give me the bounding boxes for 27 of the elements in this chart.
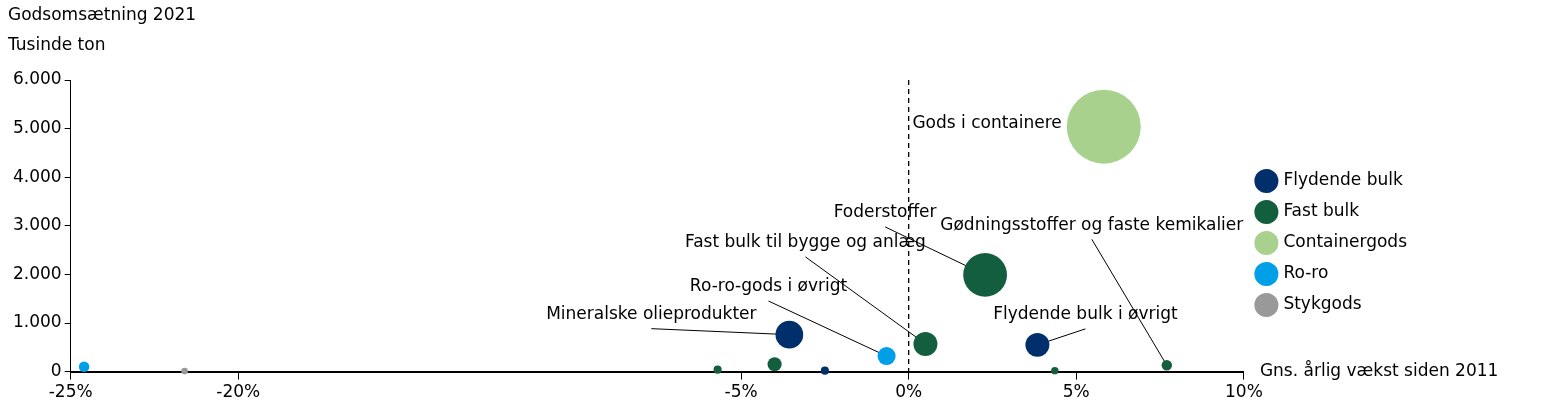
y-tick-label: 5.000 bbox=[13, 117, 62, 138]
x-tick-label: -25% bbox=[48, 381, 93, 402]
y-tick-label: 1.000 bbox=[13, 311, 62, 332]
legend-label: Fast bulk bbox=[1283, 200, 1360, 221]
y-tick-label: 4.000 bbox=[13, 165, 62, 186]
x-tick-label: -5% bbox=[724, 381, 758, 402]
legend-label: Ro-ro bbox=[1283, 262, 1329, 283]
y-tick-label: 2.000 bbox=[13, 262, 62, 283]
annotation: Flydende bulk i øvrigt bbox=[993, 303, 1178, 324]
y-axis-title: Tusinde ton bbox=[7, 34, 106, 55]
x-tick-label: -20% bbox=[216, 381, 261, 402]
y-tick-label: 0 bbox=[50, 360, 62, 381]
y-tick-label: 3.000 bbox=[13, 214, 62, 235]
y-tick-label: 6.000 bbox=[13, 68, 62, 89]
legend-label: Containergods bbox=[1283, 231, 1408, 252]
legend-label: Flydende bulk bbox=[1283, 169, 1403, 190]
x-tick-label: 10% bbox=[1224, 381, 1263, 402]
chart-title: Godsomsætning 2021 bbox=[8, 4, 197, 25]
annotation: Gødningsstoffer og faste kemikalier bbox=[940, 213, 1244, 234]
legend-label: Stykgods bbox=[1283, 293, 1362, 314]
annotation: Mineralske olieprodukter bbox=[546, 303, 757, 324]
x-tick-label: 0% bbox=[895, 381, 923, 402]
annotation: Foderstoffer bbox=[833, 201, 937, 222]
x-axis-title: Gns. årlig vækst siden 2011 bbox=[1259, 360, 1499, 381]
x-tick-label: 5% bbox=[1062, 381, 1090, 402]
annotation: Ro-ro-gods i øvrigt bbox=[689, 275, 848, 296]
annotation: Gods i containere bbox=[912, 112, 1062, 133]
